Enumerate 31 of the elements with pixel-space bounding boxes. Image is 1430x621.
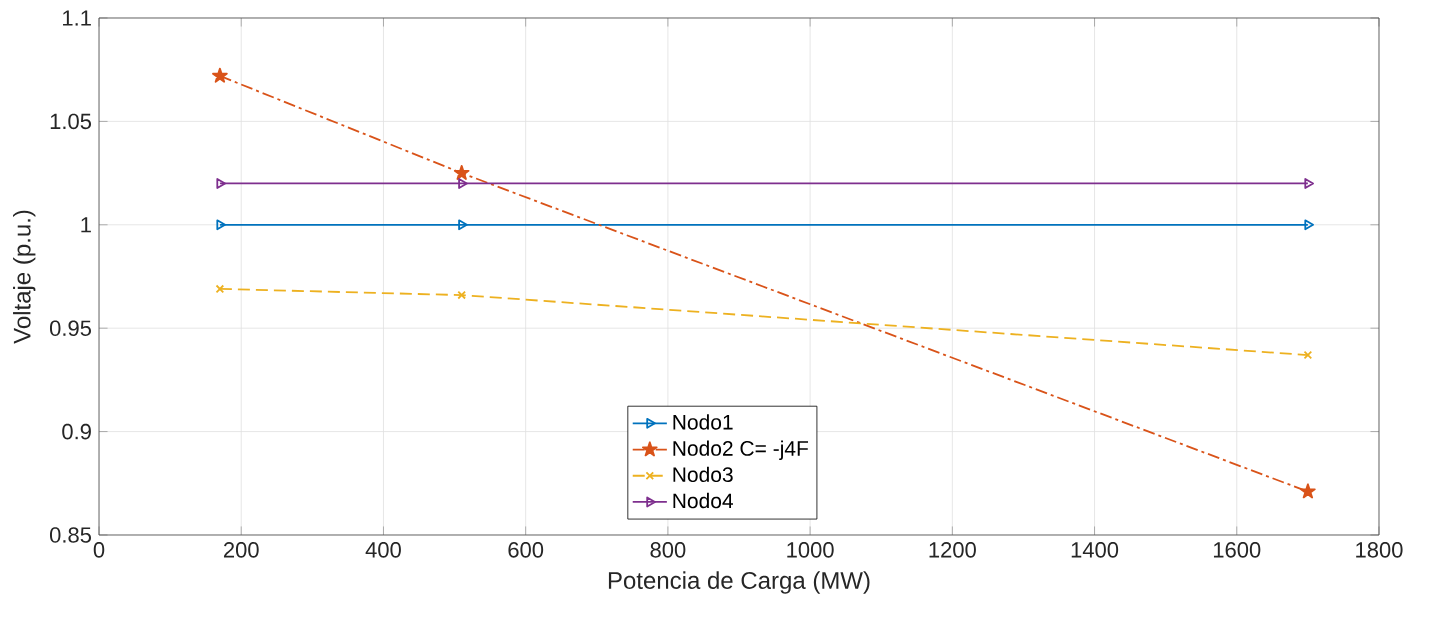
y-tick-label: 1.1	[63, 10, 91, 26]
legend-label: Nodo3	[673, 466, 733, 483]
point	[458, 219, 468, 231]
x-axis-title: Potencia de Carga (MW)	[608, 571, 870, 594]
point	[1303, 350, 1313, 360]
x-tick-label: 0	[93, 542, 105, 558]
point	[1304, 178, 1314, 189]
point	[215, 284, 225, 294]
y-tick-label: 1	[81, 217, 91, 233]
x-tick-label: 1600	[1213, 542, 1261, 558]
point	[216, 219, 226, 231]
x-tick-label: 1000	[787, 542, 834, 558]
legend-label: Nodo4	[673, 492, 733, 509]
point	[216, 178, 226, 189]
y-tick-label: 0.9	[62, 423, 91, 440]
point	[457, 290, 466, 300]
x-tick-label: 1800	[1356, 542, 1403, 558]
point	[458, 178, 468, 189]
y-axis-title: Voltaje (p.u.)	[13, 210, 36, 344]
legend-label: Nodo1	[673, 414, 733, 430]
y-tick-label: 0.95	[49, 320, 91, 336]
x-tick-label: 1200	[929, 542, 976, 558]
x-tick-label: 400	[365, 542, 401, 558]
x-tick-label: 200	[223, 542, 259, 558]
y-tick-label: 1.05	[50, 113, 91, 130]
point	[1304, 219, 1314, 231]
x-tick-label: 1400	[1071, 542, 1119, 558]
x-tick-label: 600	[508, 542, 544, 558]
y-tick-label: 0.85	[49, 527, 91, 543]
x-tick-label: 800	[650, 542, 686, 558]
legend-label: Nodo2 C= -j4F	[673, 440, 809, 461]
